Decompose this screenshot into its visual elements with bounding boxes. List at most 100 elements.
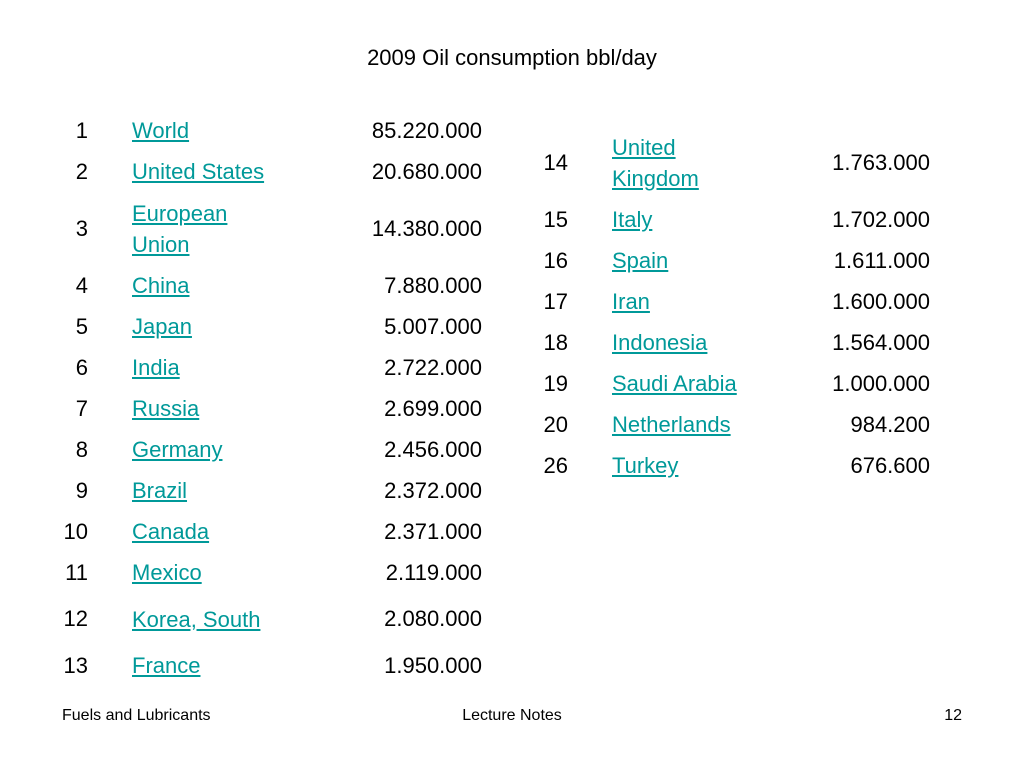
country-cell: China [132, 270, 282, 301]
table-row: 5 Japan 5.007.000 [50, 306, 482, 347]
rank-cell: 20 [543, 411, 568, 437]
rank-cell: 10 [63, 518, 88, 544]
rank-cell: 15 [543, 206, 568, 232]
table-row: 10 Canada 2.371.000 [50, 511, 482, 552]
table-row: 17 Iran 1.600.000 [530, 281, 930, 322]
value-cell: 20.680.000 [371, 158, 482, 184]
rank-cell: 18 [543, 329, 568, 355]
country-cell: European Union [132, 198, 252, 260]
value-cell: 7.880.000 [384, 272, 482, 298]
table-row: 3 European Union 14.380.000 [50, 192, 482, 265]
country-link[interactable]: Brazil [132, 478, 188, 503]
table-row: 1 World 85.220.000 [50, 110, 482, 151]
rank-cell: 26 [543, 452, 568, 478]
value-cell: 1.702.000 [832, 206, 930, 232]
table-row: 8 Germany 2.456.000 [50, 429, 482, 470]
table-row: 16 Spain 1.611.000 [530, 240, 930, 281]
rank-cell: 2 [75, 158, 88, 184]
country-link[interactable]: Netherlands [612, 412, 731, 437]
value-cell: 984.200 [850, 411, 930, 437]
country-cell: United Kingdom [612, 132, 732, 194]
footer-course-name: Fuels and Lubricants [62, 707, 211, 724]
country-link[interactable]: France [132, 653, 201, 678]
country-link[interactable]: United States [132, 159, 265, 184]
rank-cell: 11 [65, 559, 88, 585]
value-cell: 1.611.000 [833, 247, 930, 273]
country-link[interactable]: China [132, 273, 190, 298]
country-link[interactable]: Mexico [132, 560, 202, 585]
country-link[interactable]: World [132, 118, 190, 143]
table-row: 12 Korea, South 2.080.000 [50, 593, 482, 645]
country-cell: Spain [612, 245, 772, 276]
country-link[interactable]: Turkey [612, 453, 679, 478]
country-cell: Japan [132, 311, 282, 342]
country-cell: Iran [612, 286, 772, 317]
rank-cell: 13 [63, 652, 88, 678]
table-row: 4 China 7.880.000 [50, 265, 482, 306]
country-link[interactable]: United Kingdom [612, 134, 699, 191]
value-cell: 2.080.000 [384, 606, 482, 631]
country-cell: Korea, South [132, 604, 282, 635]
country-link[interactable]: Germany [132, 437, 223, 462]
country-link[interactable]: Korea, South [132, 606, 261, 632]
slide-title: 2009 Oil consumption bbl/day [367, 45, 657, 70]
country-cell: Brazil [132, 475, 282, 506]
table-row: 19 Saudi Arabia 1.000.000 [530, 363, 930, 404]
value-cell: 5.007.000 [384, 313, 482, 339]
country-link[interactable]: Japan [132, 314, 192, 339]
country-cell: Italy [612, 204, 772, 235]
table-row: 14 United Kingdom 1.763.000 [530, 126, 930, 199]
value-cell: 1.950.000 [384, 652, 482, 678]
country-link[interactable]: India [132, 355, 180, 380]
country-link[interactable]: Spain [612, 248, 669, 273]
country-link[interactable]: Canada [132, 519, 210, 544]
rank-cell: 5 [75, 313, 88, 339]
country-cell: Indonesia [612, 327, 772, 358]
footer-page-number: 12 [944, 707, 962, 724]
rank-cell: 7 [75, 395, 88, 421]
country-link[interactable]: European Union [132, 200, 228, 257]
oil-consumption-table-left: 1 World 85.220.000 2 United States 20.68… [50, 110, 482, 686]
value-cell: 2.722.000 [384, 354, 482, 380]
country-cell: Canada [132, 516, 282, 547]
value-cell: 2.699.000 [384, 395, 482, 421]
rank-cell: 19 [543, 370, 568, 396]
value-cell: 2.372.000 [384, 477, 482, 503]
country-link[interactable]: Iran [612, 289, 650, 314]
country-cell: Mexico [132, 557, 282, 588]
country-cell: India [132, 352, 282, 383]
rank-cell: 12 [63, 606, 88, 631]
table-row: 18 Indonesia 1.564.000 [530, 322, 930, 363]
table-row: 11 Mexico 2.119.000 [50, 552, 482, 593]
rank-cell: 3 [75, 215, 88, 241]
rank-cell: 14 [543, 149, 568, 175]
rank-cell: 6 [75, 354, 88, 380]
table-row: 20 Netherlands 984.200 [530, 404, 930, 445]
table-row: 15 Italy 1.702.000 [530, 199, 930, 240]
country-cell: Netherlands [612, 409, 772, 440]
country-cell: Russia [132, 393, 282, 424]
value-cell: 2.119.000 [385, 559, 482, 585]
oil-consumption-table-right: 14 United Kingdom 1.763.000 15 Italy 1.7… [530, 126, 930, 486]
value-cell: 1.000.000 [832, 370, 930, 396]
country-link[interactable]: Italy [612, 207, 653, 232]
value-cell: 1.600.000 [832, 288, 930, 314]
table-row: 2 United States 20.680.000 [50, 151, 482, 192]
footer-lecture-notes: Lecture Notes [462, 707, 562, 724]
country-link[interactable]: Indonesia [612, 330, 708, 355]
table-row: 6 India 2.722.000 [50, 347, 482, 388]
value-cell: 676.600 [850, 452, 930, 478]
country-link[interactable]: Russia [132, 396, 200, 421]
rank-cell: 16 [543, 247, 568, 273]
value-cell: 1.564.000 [832, 329, 930, 355]
table-row: 7 Russia 2.699.000 [50, 388, 482, 429]
value-cell: 2.371.000 [384, 518, 482, 544]
country-cell: France [132, 650, 282, 681]
value-cell: 2.456.000 [384, 436, 482, 462]
value-cell: 1.763.000 [832, 149, 930, 175]
country-link[interactable]: Saudi Arabia [612, 371, 737, 396]
rank-cell: 4 [75, 272, 88, 298]
value-cell: 14.380.000 [371, 215, 482, 241]
table-row: 13 France 1.950.000 [50, 645, 482, 686]
table-row: 9 Brazil 2.372.000 [50, 470, 482, 511]
